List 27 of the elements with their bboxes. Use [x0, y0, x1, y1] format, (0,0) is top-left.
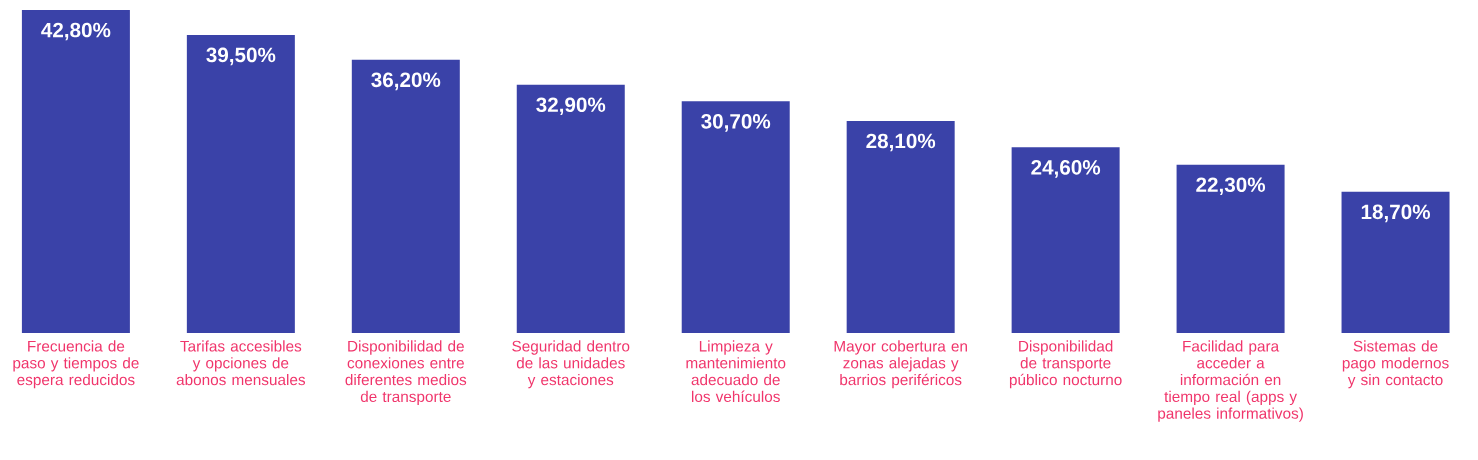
data-label: 39,50%: [206, 47, 276, 66]
data-label: 42,80%: [41, 22, 111, 41]
data-label: 30,70%: [701, 114, 771, 132]
data-label: 24,60%: [1031, 160, 1101, 178]
x-tick-label: Sistemas de pago modernos y sin contacto: [1342, 340, 1449, 389]
bar: [186, 34, 295, 333]
bar: [1341, 191, 1450, 333]
x-tick-label: Seguridad dentro de las unidades y estaciones: [512, 340, 630, 389]
data-label: 22,30%: [1196, 177, 1266, 196]
bar: [21, 10, 130, 333]
x-tick-label: Disponibilidad de transporte público nocturno: [1009, 340, 1122, 389]
bar: [351, 59, 460, 333]
bar: [846, 120, 955, 333]
bar: [1176, 164, 1285, 333]
x-tick-label: Tarifas accesibles y opciones de abonos mensuales: [176, 340, 306, 386]
bar: [516, 84, 625, 333]
x-tick-label: Frecuencia de paso y tiempos de espera reducidos: [13, 340, 139, 389]
data-label: 18,70%: [1361, 204, 1431, 223]
x-tick-label: Facilidad para acceder a información en tiempo real (apps y paneles informativos): [1158, 340, 1303, 422]
data-label: 32,90%: [536, 97, 606, 116]
data-label: 28,10%: [866, 133, 936, 152]
bar: [681, 101, 790, 333]
x-tick-label: Limpieza y mantenimiento adecuado de los vehículos: [686, 340, 786, 403]
x-tick-label: Disponibilidad de conexiones entre diferentes medios de transporte: [345, 340, 467, 406]
x-tick-label: Mayor cobertura en zonas alejadas y barrios periféricos: [834, 340, 967, 389]
bar: [1011, 147, 1120, 333]
data-label: 36,20%: [371, 72, 441, 91]
